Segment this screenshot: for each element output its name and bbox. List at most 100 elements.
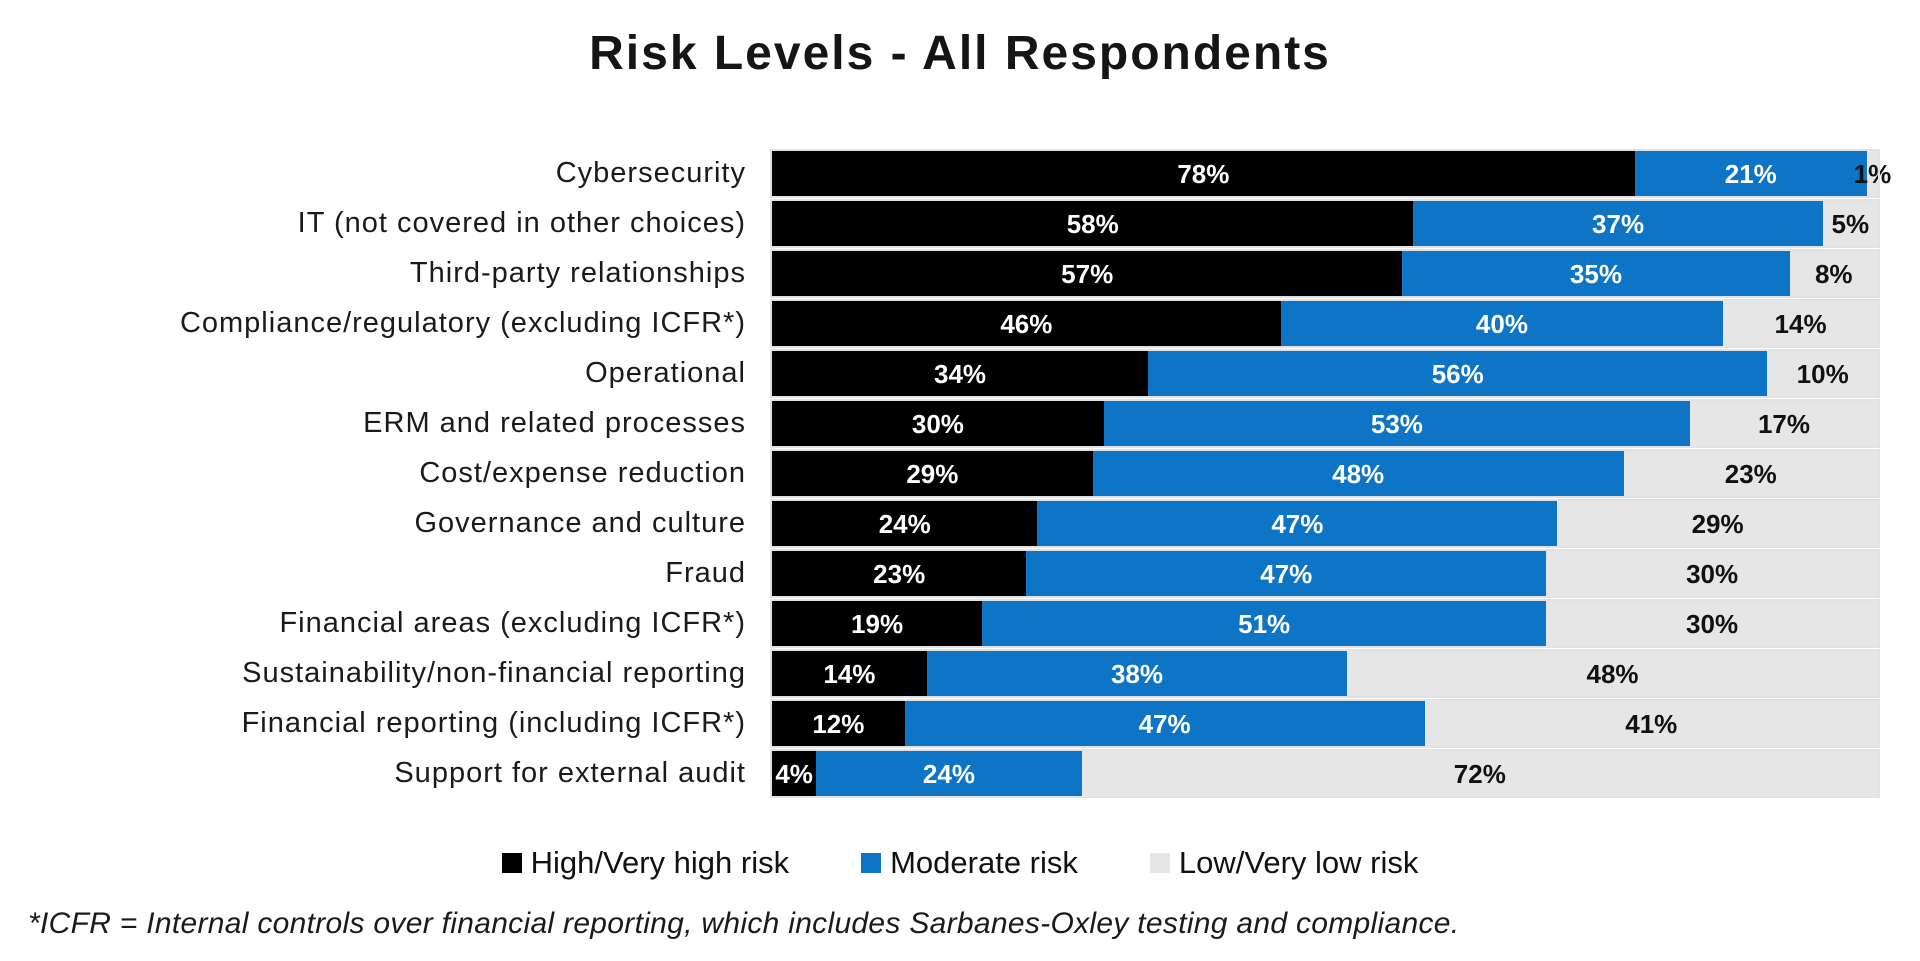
bar-segment: 5% <box>1822 201 1878 246</box>
chart-row: Cost/expense reduction 29% 48% 23% <box>0 449 1920 498</box>
category-label: Cybersecurity <box>555 157 746 189</box>
chart-row: Third-party relationships 57% 35% 8% <box>0 249 1920 298</box>
bar-segment: 72% <box>1081 751 1878 796</box>
chart-row: Financial reporting (including ICFR*) 12%… <box>0 699 1920 748</box>
segment-value-label: 38% <box>1110 658 1163 689</box>
bar-track: 46% 40% 14% <box>770 299 1880 348</box>
chart-row: Fraud 23% 47% 30% <box>0 549 1920 598</box>
bar-segment: 47% <box>1026 551 1547 596</box>
segment-value-label: 21% <box>1724 158 1777 189</box>
bar-track: 30% 53% 17% <box>770 399 1880 448</box>
bar-segment: 58% <box>772 201 1414 246</box>
segment-value-label: 40% <box>1475 308 1528 339</box>
bar-segment: 47% <box>1037 501 1558 546</box>
legend-swatch-icon <box>1149 853 1170 873</box>
bar-segment: 35% <box>1402 251 1790 296</box>
category-label: Cost/expense reduction <box>419 457 746 489</box>
segment-value-label: 17% <box>1757 408 1810 439</box>
segment-value-label: 47% <box>1271 508 1324 539</box>
bar-segment: 8% <box>1789 251 1878 296</box>
bar-segment: 29% <box>1557 501 1878 546</box>
bar-segment: 23% <box>1623 451 1878 496</box>
segment-value-label: 14% <box>1774 308 1827 339</box>
chart-row: IT (not covered in other choices) 58% 37% 5… <box>0 199 1920 248</box>
bar-segment: 51% <box>982 601 1547 646</box>
bar-track: 19% 51% 30% <box>770 599 1880 648</box>
segment-value-label: 34% <box>933 358 987 389</box>
chart-rows: Cybersecurity 78% 21% 1% IT (not covered in … <box>0 149 1920 801</box>
category-label: Governance and culture <box>414 507 746 539</box>
segment-value-label: 29% <box>1691 508 1744 539</box>
bar-segment: 19% <box>772 601 983 646</box>
bar-segment: 56% <box>1148 351 1768 396</box>
bar-track: 78% 21% 1% <box>770 149 1891 198</box>
chart-row: Cybersecurity 78% 21% 1% <box>0 149 1920 198</box>
segment-value-label: 1% <box>1853 158 1892 189</box>
bar-segment: 12% <box>772 701 905 746</box>
bar-segment: 30% <box>1546 551 1878 596</box>
segment-value-label: 4% <box>775 758 813 789</box>
bar-segment: 38% <box>926 651 1348 696</box>
segment-value-label: 23% <box>1724 458 1777 489</box>
bar-segment: 48% <box>1347 651 1878 696</box>
segment-value-label: 30% <box>911 408 964 439</box>
bar-segment: 4% <box>772 751 817 796</box>
chart-row: ERM and related processes 30% 53% 17% <box>0 399 1920 448</box>
segment-value-label: 58% <box>1066 208 1119 239</box>
segment-value-label: 10% <box>1796 358 1849 389</box>
bar-track: 4% 24% 72% <box>770 749 1880 798</box>
segment-value-label: 48% <box>1586 658 1639 689</box>
chart-row: Compliance/regulatory (excluding ICFR*) 4… <box>0 299 1920 348</box>
category-label: Fraud <box>665 557 746 589</box>
segment-value-label: 56% <box>1431 358 1484 389</box>
legend-label: Moderate risk <box>890 845 1078 880</box>
segment-value-label: 46% <box>1000 308 1053 339</box>
bar-segment: 24% <box>772 501 1038 546</box>
legend-item: High/Very high risk <box>501 845 790 881</box>
bar-track: 12% 47% 41% <box>770 699 1880 748</box>
segment-value-label: 23% <box>873 558 926 589</box>
category-label: IT (not covered in other choices) <box>297 207 746 239</box>
bar-track: 29% 48% 23% <box>770 449 1880 498</box>
category-label: Sustainability/non-financial reporting <box>242 657 746 689</box>
segment-value-label: 78% <box>1177 158 1230 189</box>
bar-segment: 78% <box>772 151 1635 196</box>
bar-track: 57% 35% 8% <box>770 249 1880 298</box>
chart-legend: High/Very high risk Moderate risk Low/Very… <box>0 845 1920 881</box>
category-label: ERM and related processes <box>363 407 746 439</box>
bar-segment: 1% <box>1854 151 1891 196</box>
legend-label: Low/Very low risk <box>1178 845 1419 880</box>
segment-value-label: 14% <box>823 658 876 689</box>
bar-segment: 10% <box>1767 351 1878 396</box>
bar-segment: 29% <box>772 451 1093 496</box>
segment-value-label: 57% <box>1061 258 1114 289</box>
bar-segment: 53% <box>1103 401 1690 446</box>
chart-row: Support for external audit 4% 24% 72% <box>0 749 1920 798</box>
segment-value-label: 51% <box>1238 608 1291 639</box>
legend-swatch-icon <box>501 853 522 873</box>
chart-title: Risk Levels - All Respondents <box>589 27 1331 80</box>
legend-item: Moderate risk <box>861 845 1078 881</box>
segment-value-label: 30% <box>1686 558 1739 589</box>
bar-segment: 48% <box>1092 451 1624 496</box>
footnote: *ICFR = Internal controls over financial… <box>28 907 1460 940</box>
bar-segment: 30% <box>1546 601 1878 646</box>
segment-value-label: 24% <box>922 758 975 789</box>
legend-item: Low/Very low risk <box>1149 845 1419 881</box>
bar-segment: 57% <box>772 251 1403 296</box>
bar-segment: 34% <box>772 351 1149 396</box>
category-label: Support for external audit <box>394 757 746 789</box>
segment-value-label: 53% <box>1370 408 1423 439</box>
legend-label: High/Very high risk <box>530 845 790 880</box>
category-label: Third-party relationships <box>409 257 746 289</box>
segment-value-label: 30% <box>1686 608 1739 639</box>
segment-value-label: 5% <box>1831 208 1870 239</box>
bar-segment: 14% <box>772 651 927 696</box>
bar-segment: 37% <box>1413 201 1823 246</box>
segment-value-label: 37% <box>1592 208 1645 239</box>
category-label: Compliance/regulatory (excluding ICFR*) <box>179 307 746 339</box>
segment-value-label: 41% <box>1625 708 1678 739</box>
category-label: Financial areas (excluding ICFR*) <box>279 607 746 639</box>
bar-track: 24% 47% 29% <box>770 499 1880 548</box>
bar-segment: 17% <box>1689 401 1878 446</box>
